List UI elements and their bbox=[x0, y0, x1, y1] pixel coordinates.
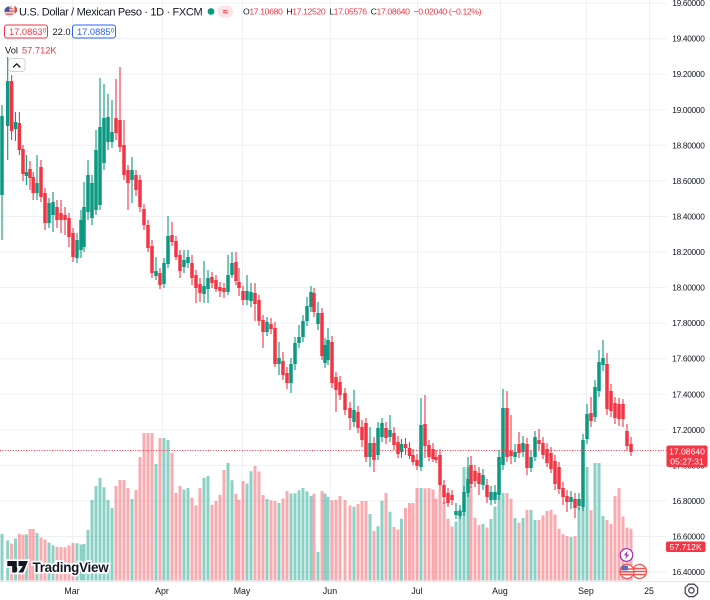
svg-text:57.712K: 57.712K bbox=[22, 46, 57, 56]
svg-text:O17.10680 H17.12520 L17.05576: O17.10680 H17.12520 L17.05576 C17.08640 … bbox=[243, 7, 482, 17]
svg-text:Jul: Jul bbox=[411, 586, 422, 596]
svg-text:19.40000: 19.40000 bbox=[672, 34, 705, 44]
svg-text:17.08630: 17.08630 bbox=[9, 27, 47, 37]
svg-text:22.0: 22.0 bbox=[53, 27, 71, 37]
svg-text:16.60000: 16.60000 bbox=[672, 532, 705, 542]
svg-text:Vol: Vol bbox=[5, 46, 18, 56]
svg-text:17.08640: 17.08640 bbox=[669, 447, 705, 457]
svg-text:19.60000: 19.60000 bbox=[672, 0, 705, 8]
svg-text:17.40000: 17.40000 bbox=[672, 389, 705, 399]
svg-text:57.712K: 57.712K bbox=[670, 542, 702, 552]
svg-text:18.80000: 18.80000 bbox=[672, 140, 705, 150]
svg-text:18.00000: 18.00000 bbox=[672, 283, 705, 293]
svg-text:19.20000: 19.20000 bbox=[672, 69, 705, 79]
svg-text:19.00000: 19.00000 bbox=[672, 105, 705, 115]
svg-text:17.08850: 17.08850 bbox=[77, 27, 115, 37]
svg-text:05:27:31: 05:27:31 bbox=[670, 457, 704, 467]
svg-text:16.80000: 16.80000 bbox=[672, 496, 705, 506]
svg-text:Sep: Sep bbox=[578, 586, 594, 596]
svg-text:Jun: Jun bbox=[323, 586, 337, 596]
svg-text:TradingView: TradingView bbox=[33, 560, 110, 575]
svg-text:18.40000: 18.40000 bbox=[672, 212, 705, 222]
svg-text:25: 25 bbox=[644, 586, 654, 596]
svg-text:May: May bbox=[234, 586, 251, 596]
svg-text:17.60000: 17.60000 bbox=[672, 354, 705, 364]
svg-text:Mar: Mar bbox=[64, 586, 79, 596]
svg-text:Aug: Aug bbox=[492, 586, 508, 596]
svg-text:18.60000: 18.60000 bbox=[672, 176, 705, 186]
svg-text:≈: ≈ bbox=[223, 7, 229, 18]
svg-text:Apr: Apr bbox=[155, 586, 169, 596]
svg-text:U.S. Dollar / Mexican Peso · 1: U.S. Dollar / Mexican Peso · 1D · FXCM bbox=[19, 7, 202, 19]
svg-text:16.40000: 16.40000 bbox=[672, 567, 705, 577]
svg-text:17.80000: 17.80000 bbox=[672, 318, 705, 328]
svg-text:17.20000: 17.20000 bbox=[672, 425, 705, 435]
svg-text:18.20000: 18.20000 bbox=[672, 247, 705, 257]
